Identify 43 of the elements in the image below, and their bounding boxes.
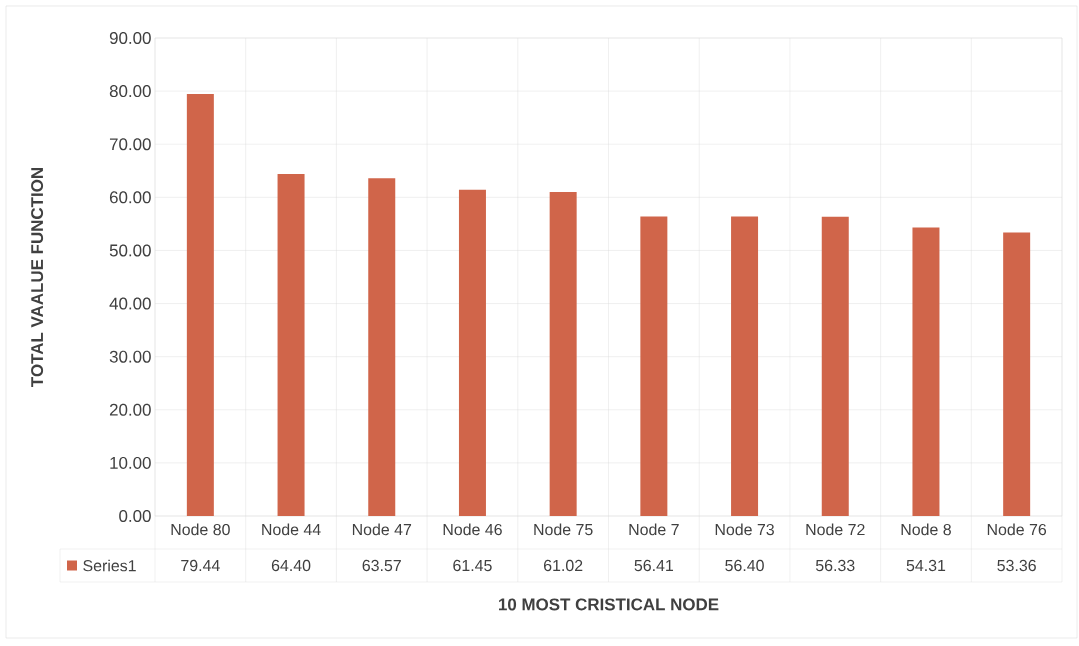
legend-label: Series1 <box>83 559 136 572</box>
x-tick-label: Node 72 <box>806 523 865 536</box>
y-tick-label: 30.00 <box>109 350 151 363</box>
data-label: 54.31 <box>906 559 946 572</box>
x-tick-label: Node 73 <box>715 523 774 536</box>
data-label: 56.41 <box>634 559 674 572</box>
x-tick-label: Node 46 <box>443 523 502 536</box>
y-tick-label: 40.00 <box>109 297 151 310</box>
y-tick-label: 60.00 <box>109 191 151 204</box>
y-tick-label: 90.00 <box>109 32 151 44</box>
bar <box>549 191 577 516</box>
bar <box>277 173 305 516</box>
y-tick-label: 20.00 <box>109 403 151 416</box>
x-tick-label: Node 76 <box>987 523 1047 536</box>
bar <box>640 216 668 516</box>
data-label: 56.40 <box>725 559 764 572</box>
bar <box>821 216 849 516</box>
data-label: 63.57 <box>362 559 401 572</box>
bar <box>731 216 759 516</box>
y-tick-label: 10.00 <box>110 456 151 469</box>
bar <box>368 178 396 516</box>
bar <box>1003 232 1031 516</box>
data-label: 61.45 <box>453 559 492 572</box>
x-tick-label: Node 47 <box>352 523 412 536</box>
bar <box>912 227 940 516</box>
y-axis-title: TOTAL VAALUE FUNCTION <box>31 168 44 387</box>
x-tick-label: Node 8 <box>901 523 951 536</box>
x-tick-label: Node 44 <box>262 523 321 536</box>
data-label: 56.33 <box>815 559 855 572</box>
data-label: 53.36 <box>997 559 1036 572</box>
x-axis-title: 10 MOST CRISTICAL NODE <box>499 598 719 611</box>
bar <box>186 94 214 516</box>
y-tick-label: 0.00 <box>119 510 151 522</box>
data-label: 64.40 <box>271 559 311 572</box>
x-tick-label: Node 80 <box>171 523 230 536</box>
data-label: 61.02 <box>544 559 583 572</box>
y-tick-label: 70.00 <box>109 138 151 151</box>
data-label: 79.44 <box>181 559 220 572</box>
x-tick-label: Node 7 <box>629 523 679 536</box>
y-tick-label: 80.00 <box>109 85 151 98</box>
bar <box>458 189 486 516</box>
y-tick-label: 50.00 <box>109 244 151 257</box>
x-tick-label: Node 75 <box>534 523 593 536</box>
